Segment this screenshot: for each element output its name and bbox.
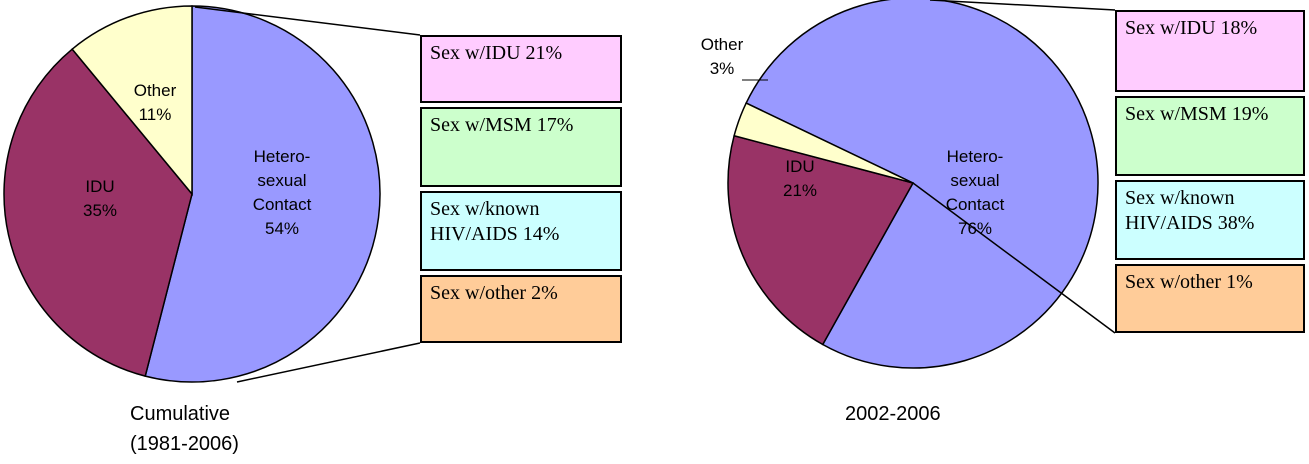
breakdown-label: Sex w/IDU [430, 42, 521, 64]
breakdown-label: Sex w/MSM [430, 114, 532, 136]
breakdown-value: 17% [536, 114, 574, 136]
slice-label: Hetero-sexualContact76% [946, 147, 1005, 238]
slice-label: IDU 21% [783, 157, 817, 200]
pie-slice [71, 5, 193, 197]
slice-value-label: 35% [83, 201, 117, 220]
slice-label-line: Hetero- [947, 147, 1004, 166]
chart-title: Cumulative (1981-2006) [130, 403, 239, 455]
breakdown-box: Sex w/known HIV/AIDS 38% [1115, 180, 1305, 260]
pie-slice [745, 0, 1099, 369]
breakdown-value: 19% [1231, 103, 1269, 125]
breakdown-box: Sex w/IDU 18% [1115, 10, 1305, 92]
breakdown-value: 14% [522, 223, 560, 245]
breakdown-box: Sex w/known HIV/AIDS 14% [420, 191, 622, 271]
slice-label: Other 11% [134, 81, 177, 124]
breakdown-value: 38% [1217, 212, 1255, 234]
slice-label-line: Other [134, 81, 177, 100]
slice-value-label: 3% [710, 59, 735, 78]
breakdown-label: Sex w/other [1125, 271, 1222, 293]
connector-line [194, 6, 421, 36]
breakdown-label: Sex w/other [430, 282, 527, 304]
breakdown-box: Sex w/other 2% [420, 275, 622, 343]
chart-title-line: (1981-2006) [130, 433, 239, 455]
slice-label-line: Other [701, 35, 744, 54]
slice-label-line: IDU [785, 157, 814, 176]
breakdown-value: 2% [531, 282, 558, 304]
slice-value-label: 21% [783, 181, 817, 200]
breakdown-box: Sex w/MSM 17% [420, 107, 622, 187]
slice-value-label: 54% [265, 219, 299, 238]
slice-label-line: Contact [253, 195, 312, 214]
slice-label-line: IDU [85, 177, 114, 196]
pie-slice [144, 5, 381, 383]
chart-title-line: 2002-2006 [845, 403, 941, 425]
breakdown-box: Sex w/IDU 21% [420, 35, 622, 103]
slice-label: IDU 35% [83, 177, 117, 220]
breakdown-value: 18% [1220, 17, 1258, 39]
slice-label: Other 3% [701, 35, 744, 78]
slice-label: Hetero-sexual Contact 54% [253, 147, 312, 238]
slice-label-line: sexual [257, 171, 306, 190]
chart-title: 2002-2006 [845, 403, 941, 425]
pie-slice [3, 48, 193, 378]
slice-label-line: sexual [950, 171, 999, 190]
slice-label-line: Hetero- [254, 147, 311, 166]
breakdown-label: Sex w/known HIV/AIDS [1125, 187, 1235, 234]
breakdown-label: Sex w/MSM [1125, 103, 1227, 125]
slice-label-line: Contact [946, 195, 1005, 214]
slice-value-label: 11% [139, 105, 172, 124]
breakdown-value: 1% [1226, 271, 1253, 293]
connector-line [236, 342, 421, 383]
breakdown-box: Sex w/other 1% [1115, 264, 1305, 333]
connector-line [929, 0, 1116, 11]
chart-title-line: Cumulative [130, 403, 230, 425]
breakdown-label: Sex w/known HIV/AIDS [430, 198, 540, 245]
breakdown-box: Sex w/MSM 19% [1115, 96, 1305, 176]
pie-slice [727, 134, 915, 346]
pie-slice [733, 102, 914, 184]
breakdown-value: 21% [525, 42, 563, 64]
breakdown-label: Sex w/IDU [1125, 17, 1216, 39]
connector-line [912, 182, 1116, 334]
